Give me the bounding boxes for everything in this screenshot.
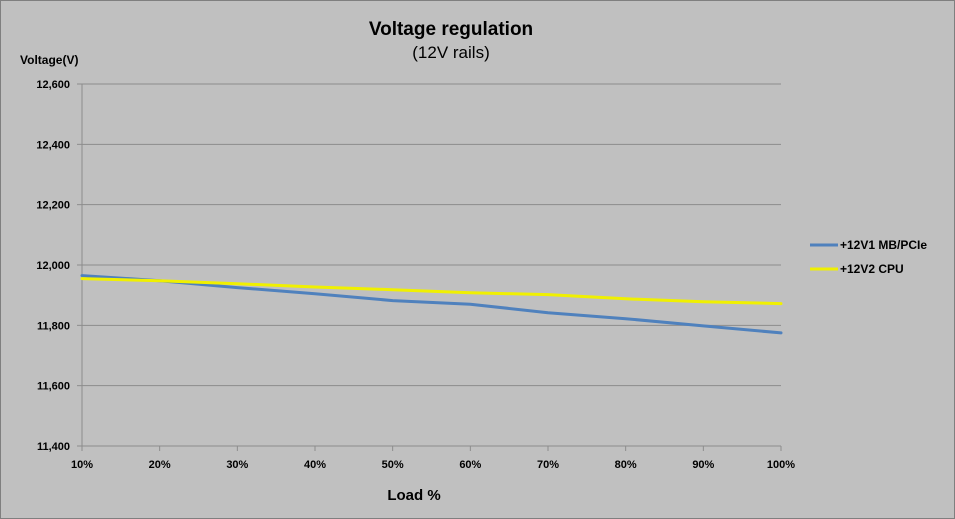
x-tick-label: 80%	[615, 459, 637, 471]
chart-subtitle: (12V rails)	[412, 43, 489, 62]
y-tick-label: 12,200	[36, 200, 70, 212]
x-tick-label: 100%	[767, 459, 795, 471]
x-tick-label: 90%	[692, 459, 714, 471]
x-tick-label: 70%	[537, 459, 559, 471]
y-axis-label: Voltage(V)	[20, 53, 78, 67]
axis-layer: 11,400 11,600 11,800 12,000 12,200 12,400 12,6…	[36, 79, 795, 471]
x-tick-label: 60%	[459, 459, 481, 471]
x-tick-label: 50%	[382, 459, 404, 471]
series-line-2	[80, 277, 783, 306]
x-tick-label: 10%	[71, 459, 93, 471]
series-line-1	[80, 274, 783, 335]
legend-label-2: +12V2 CPU	[840, 262, 904, 276]
x-axis-label: Load %	[387, 487, 440, 504]
x-tick-label: 20%	[149, 459, 171, 471]
grid-layer	[82, 83, 781, 447]
y-tick-label: 12,600	[36, 79, 70, 91]
series-layer	[80, 274, 783, 335]
x-tick-label: 30%	[226, 459, 248, 471]
y-tick-label: 11,800	[37, 320, 70, 332]
y-tick-label: 11,400	[37, 441, 70, 453]
y-tick-label: 12,400	[36, 139, 70, 151]
chart-title: Voltage regulation	[369, 19, 533, 40]
legend-label-1: +12V1 MB/PCIe	[840, 238, 927, 252]
y-tick-label: 12,000	[36, 260, 70, 272]
x-tick-label: 40%	[304, 459, 326, 471]
legend: +12V1 MB/PCIe +12V2 CPU	[810, 238, 927, 276]
y-tick-label: 11,600	[37, 381, 70, 393]
